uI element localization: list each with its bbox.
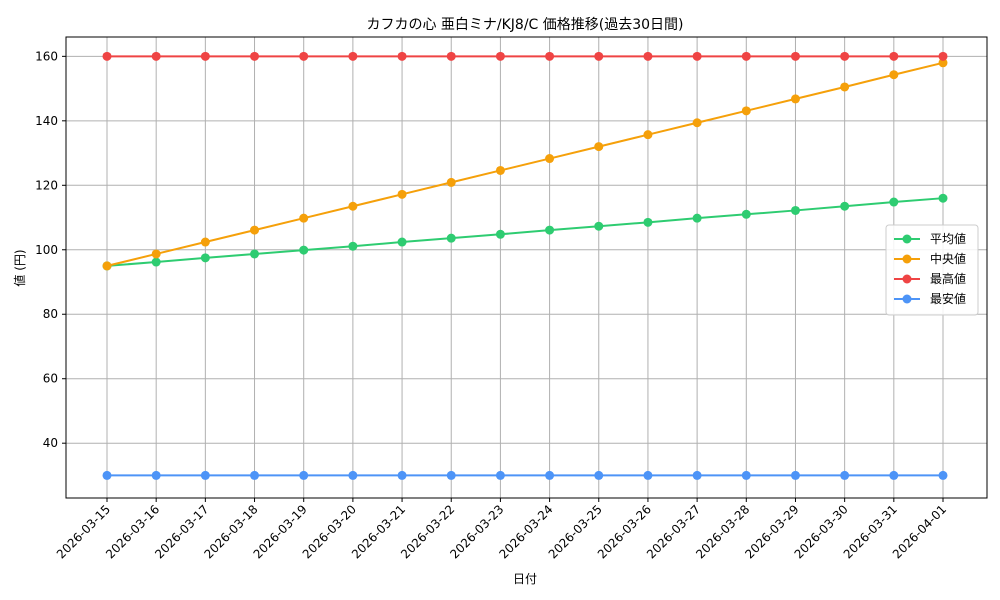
- y-tick-label: 80: [43, 307, 58, 321]
- y-tick-label: 40: [43, 436, 58, 450]
- legend-box: [885, 224, 979, 316]
- data-point: [889, 51, 899, 61]
- y-tick-label: 100: [35, 243, 58, 257]
- data-point: [102, 261, 112, 271]
- data-point: [397, 51, 407, 61]
- data-point: [151, 470, 161, 480]
- data-point: [545, 470, 555, 480]
- data-point: [348, 51, 358, 61]
- data-point: [299, 213, 309, 223]
- data-point: [594, 51, 604, 61]
- data-point: [594, 221, 604, 231]
- data-point: [151, 51, 161, 61]
- data-point: [397, 189, 407, 199]
- data-point: [446, 233, 456, 243]
- data-point: [741, 470, 751, 480]
- legend-entry-label: 中央値: [930, 251, 966, 266]
- data-point: [938, 193, 948, 203]
- data-point: [889, 197, 899, 207]
- data-point: [348, 241, 358, 251]
- legend-swatch-marker: [902, 234, 912, 244]
- data-point: [299, 245, 309, 255]
- data-point: [545, 51, 555, 61]
- legend-entry-label: 最高値: [930, 271, 966, 286]
- data-point: [495, 165, 505, 175]
- data-point: [446, 51, 456, 61]
- y-tick-label: 120: [35, 178, 58, 192]
- data-point: [495, 229, 505, 239]
- grid-layer: [66, 37, 987, 498]
- data-point: [938, 470, 948, 480]
- y-tick-label: 60: [43, 372, 58, 386]
- data-point: [250, 470, 260, 480]
- data-point: [594, 470, 604, 480]
- data-point: [889, 470, 899, 480]
- data-point: [250, 249, 260, 259]
- data-point: [200, 237, 210, 247]
- chart-title: カフカの心 亜白ミナ/KJ8/C 価格推移(過去30日間): [366, 17, 683, 33]
- y-axis-label: 値 (円): [12, 249, 27, 286]
- series-line: [106, 61, 944, 267]
- legend-swatch-marker: [902, 274, 912, 284]
- y-tick-label: 140: [35, 114, 58, 128]
- data-point: [741, 51, 751, 61]
- legend-entry-label: 最安値: [930, 291, 966, 306]
- data-point: [790, 51, 800, 61]
- series-line: [106, 197, 944, 267]
- data-point: [102, 470, 112, 480]
- data-point: [643, 130, 653, 140]
- data-point: [840, 201, 850, 211]
- data-point: [594, 142, 604, 152]
- data-point: [840, 82, 850, 92]
- data-point: [299, 51, 309, 61]
- data-point: [495, 470, 505, 480]
- data-point: [397, 237, 407, 247]
- data-point: [250, 225, 260, 235]
- data-point: [840, 470, 850, 480]
- data-point: [151, 249, 161, 259]
- legend-swatch-marker: [902, 294, 912, 304]
- data-point: [250, 51, 260, 61]
- data-point: [200, 51, 210, 61]
- plot-frame: [65, 36, 988, 499]
- data-point: [741, 106, 751, 116]
- data-point: [643, 51, 653, 61]
- data-point: [545, 154, 555, 164]
- data-point: [840, 51, 850, 61]
- data-point: [889, 70, 899, 80]
- data-point: [151, 257, 161, 267]
- data-point: [102, 51, 112, 61]
- data-point: [938, 51, 948, 61]
- data-point: [495, 51, 505, 61]
- series-layer: [102, 51, 948, 480]
- legend-swatch-marker: [902, 254, 912, 264]
- data-point: [446, 177, 456, 187]
- data-point: [692, 51, 702, 61]
- data-point: [200, 470, 210, 480]
- data-point: [692, 213, 702, 223]
- data-point: [200, 253, 210, 263]
- data-point: [938, 58, 948, 68]
- data-point: [545, 225, 555, 235]
- data-point: [692, 118, 702, 128]
- data-point: [643, 217, 653, 227]
- data-point: [643, 470, 653, 480]
- legend-entry-label: 平均値: [930, 231, 966, 246]
- data-point: [790, 94, 800, 104]
- data-point: [741, 209, 751, 219]
- data-point: [692, 470, 702, 480]
- y-tick-label: 160: [35, 49, 58, 63]
- data-point: [348, 470, 358, 480]
- data-point: [446, 470, 456, 480]
- data-point: [790, 470, 800, 480]
- data-point: [348, 201, 358, 211]
- data-point: [299, 470, 309, 480]
- x-axis-label: 日付: [513, 572, 537, 586]
- data-point: [790, 205, 800, 215]
- data-point: [397, 470, 407, 480]
